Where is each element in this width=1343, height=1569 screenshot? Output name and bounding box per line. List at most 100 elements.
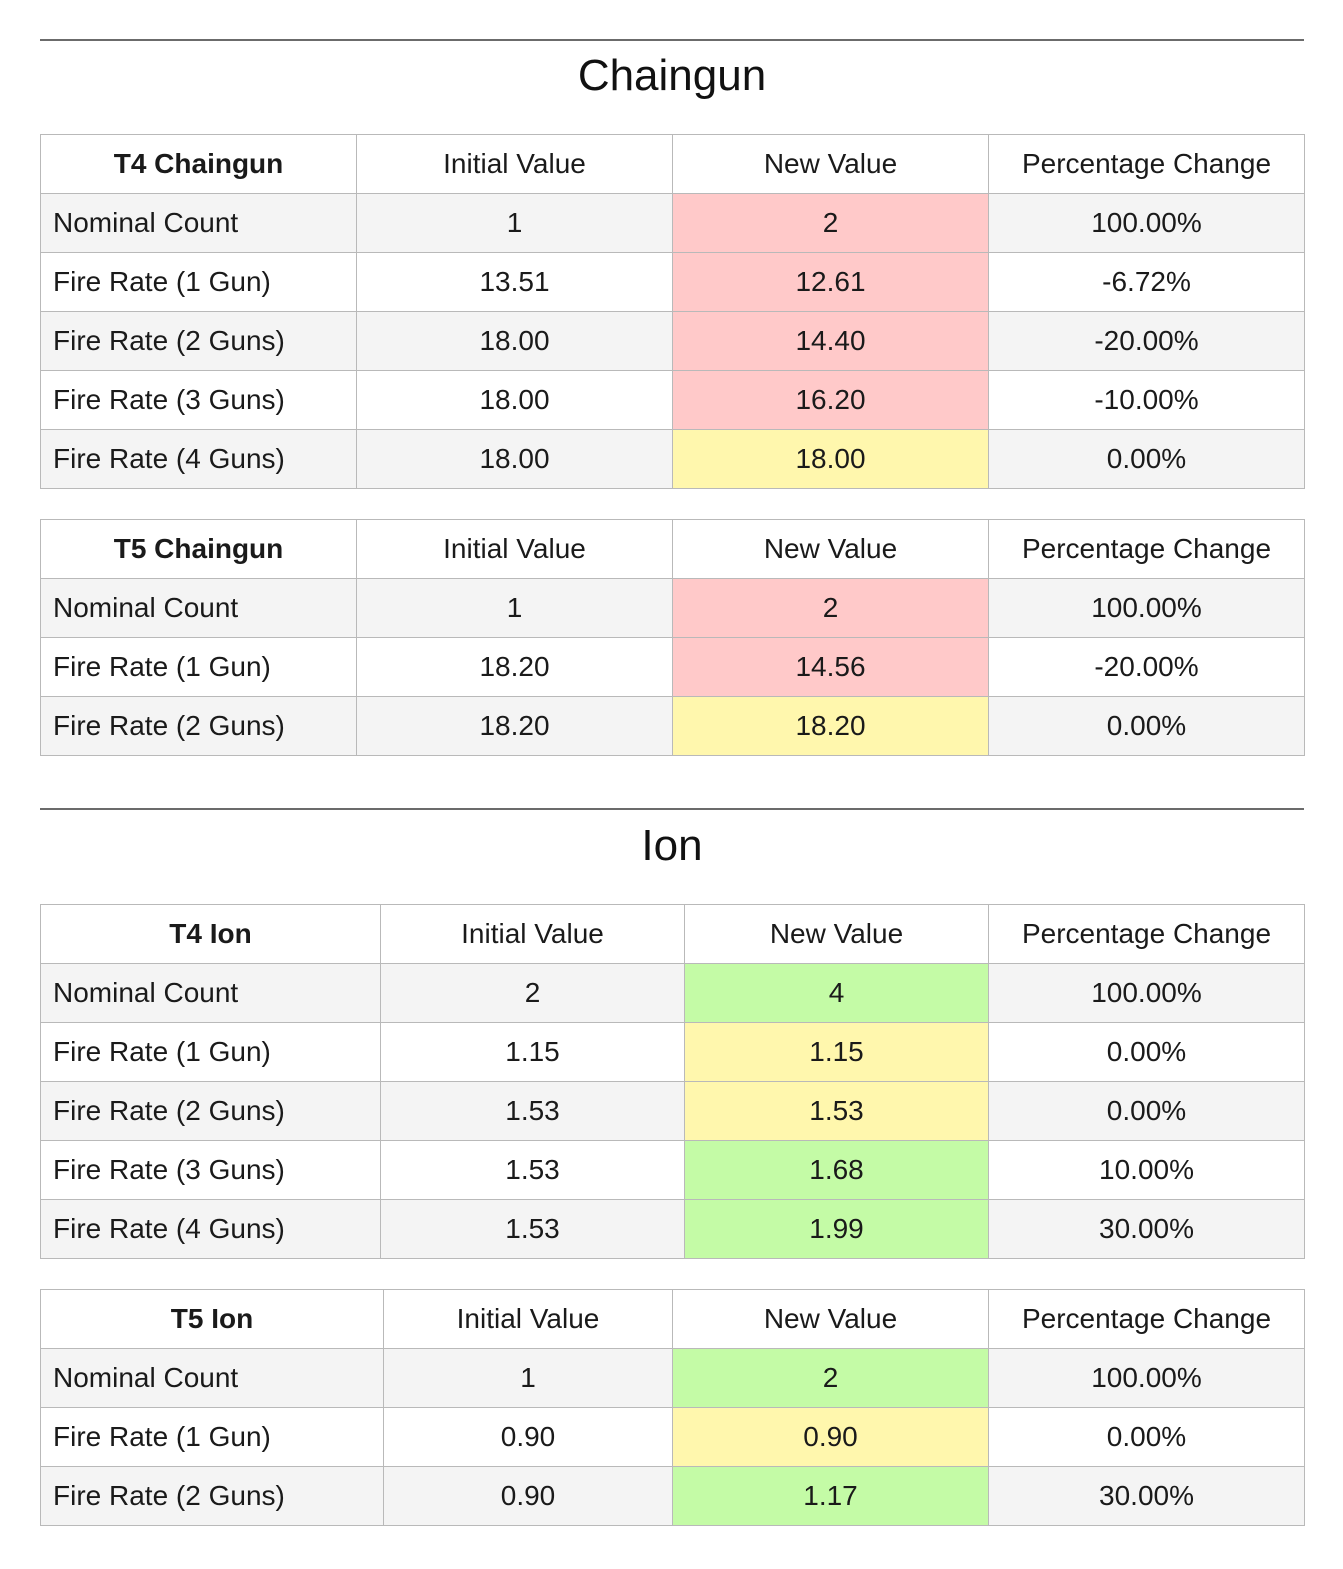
table-row: Nominal Count 1 2 100.00% <box>40 193 1305 253</box>
new-value-cell: 0.90 <box>672 1407 989 1467</box>
section-title-chaingun: Chaingun <box>577 51 767 100</box>
percentage-change-cell: 100.00% <box>988 963 1305 1023</box>
row-label: Fire Rate (4 Guns) <box>40 429 357 489</box>
initial-value-cell: 1 <box>356 193 673 253</box>
percentage-change-cell: -10.00% <box>988 370 1305 430</box>
table-t5-ion: T5 Ion Initial Value New Value Percentag… <box>40 1289 1305 1526</box>
table-row: Fire Rate (2 Guns) 18.00 14.40 -20.00% <box>40 311 1305 371</box>
header-cell-change: Percentage Change <box>988 519 1305 579</box>
percentage-change-cell: -20.00% <box>988 311 1305 371</box>
row-label: Fire Rate (1 Gun) <box>40 1407 384 1467</box>
table-row: Fire Rate (1 Gun) 13.51 12.61 -6.72% <box>40 252 1305 312</box>
section-divider-ion <box>40 808 1304 810</box>
table-row: Fire Rate (2 Guns) 18.20 18.20 0.00% <box>40 696 1305 756</box>
initial-value-cell: 18.00 <box>356 311 673 371</box>
section-divider-chaingun <box>40 39 1304 41</box>
initial-value-cell: 18.00 <box>356 429 673 489</box>
initial-value-cell: 13.51 <box>356 252 673 312</box>
header-cell-name: T5 Chaingun <box>40 519 357 579</box>
table-header-row: T5 Ion Initial Value New Value Percentag… <box>40 1289 1305 1349</box>
header-cell-name: T5 Ion <box>40 1289 384 1349</box>
row-label: Fire Rate (1 Gun) <box>40 252 357 312</box>
header-cell-name: T4 Ion <box>40 904 381 964</box>
new-value-cell: 14.40 <box>672 311 989 371</box>
percentage-change-cell: -20.00% <box>988 637 1305 697</box>
row-label: Fire Rate (2 Guns) <box>40 1466 384 1526</box>
percentage-change-cell: -6.72% <box>988 252 1305 312</box>
table-row: Fire Rate (2 Guns) 0.90 1.17 30.00% <box>40 1466 1305 1526</box>
new-value-cell: 2 <box>672 1348 989 1408</box>
header-cell-initial: Initial Value <box>356 134 673 194</box>
table-row: Fire Rate (2 Guns) 1.53 1.53 0.00% <box>40 1081 1305 1141</box>
table-header-row: T5 Chaingun Initial Value New Value Perc… <box>40 519 1305 579</box>
table-row: Nominal Count 2 4 100.00% <box>40 963 1305 1023</box>
percentage-change-cell: 30.00% <box>988 1466 1305 1526</box>
initial-value-cell: 1.53 <box>380 1199 685 1259</box>
header-cell-initial: Initial Value <box>383 1289 673 1349</box>
initial-value-cell: 18.20 <box>356 637 673 697</box>
header-cell-initial: Initial Value <box>356 519 673 579</box>
percentage-change-cell: 100.00% <box>988 578 1305 638</box>
header-cell-change: Percentage Change <box>988 904 1305 964</box>
header-cell-initial: Initial Value <box>380 904 685 964</box>
header-cell-new: New Value <box>672 1289 989 1349</box>
table-row: Nominal Count 1 2 100.00% <box>40 1348 1305 1408</box>
initial-value-cell: 18.20 <box>356 696 673 756</box>
initial-value-cell: 1.53 <box>380 1081 685 1141</box>
new-value-cell: 2 <box>672 193 989 253</box>
initial-value-cell: 1.53 <box>380 1140 685 1200</box>
initial-value-cell: 0.90 <box>383 1407 673 1467</box>
row-label: Nominal Count <box>40 1348 384 1408</box>
percentage-change-cell: 10.00% <box>988 1140 1305 1200</box>
header-cell-change: Percentage Change <box>988 134 1305 194</box>
initial-value-cell: 1 <box>383 1348 673 1408</box>
new-value-cell: 12.61 <box>672 252 989 312</box>
new-value-cell: 18.00 <box>672 429 989 489</box>
initial-value-cell: 1.15 <box>380 1022 685 1082</box>
new-value-cell: 14.56 <box>672 637 989 697</box>
new-value-cell: 1.53 <box>684 1081 989 1141</box>
section-title-ion: Ion <box>641 821 703 870</box>
new-value-cell: 1.68 <box>684 1140 989 1200</box>
percentage-change-cell: 30.00% <box>988 1199 1305 1259</box>
initial-value-cell: 0.90 <box>383 1466 673 1526</box>
new-value-cell: 1.15 <box>684 1022 989 1082</box>
table-t4-chaingun: T4 Chaingun Initial Value New Value Perc… <box>40 134 1305 489</box>
percentage-change-cell: 100.00% <box>988 193 1305 253</box>
table-row: Fire Rate (4 Guns) 18.00 18.00 0.00% <box>40 429 1305 489</box>
table-row: Fire Rate (3 Guns) 18.00 16.20 -10.00% <box>40 370 1305 430</box>
header-cell-new: New Value <box>672 134 989 194</box>
row-label: Fire Rate (3 Guns) <box>40 1140 381 1200</box>
table-row: Fire Rate (1 Gun) 1.15 1.15 0.00% <box>40 1022 1305 1082</box>
table-header-row: T4 Ion Initial Value New Value Percentag… <box>40 904 1305 964</box>
table-header-row: T4 Chaingun Initial Value New Value Perc… <box>40 134 1305 194</box>
percentage-change-cell: 0.00% <box>988 1407 1305 1467</box>
row-label: Fire Rate (2 Guns) <box>40 311 357 371</box>
row-label: Fire Rate (1 Gun) <box>40 637 357 697</box>
initial-value-cell: 2 <box>380 963 685 1023</box>
new-value-cell: 18.20 <box>672 696 989 756</box>
row-label: Fire Rate (4 Guns) <box>40 1199 381 1259</box>
header-cell-name: T4 Chaingun <box>40 134 357 194</box>
initial-value-cell: 18.00 <box>356 370 673 430</box>
row-label: Nominal Count <box>40 963 381 1023</box>
row-label: Fire Rate (3 Guns) <box>40 370 357 430</box>
new-value-cell: 1.99 <box>684 1199 989 1259</box>
percentage-change-cell: 0.00% <box>988 696 1305 756</box>
header-cell-change: Percentage Change <box>988 1289 1305 1349</box>
table-row: Fire Rate (1 Gun) 0.90 0.90 0.00% <box>40 1407 1305 1467</box>
header-cell-new: New Value <box>684 904 989 964</box>
new-value-cell: 16.20 <box>672 370 989 430</box>
initial-value-cell: 1 <box>356 578 673 638</box>
new-value-cell: 2 <box>672 578 989 638</box>
percentage-change-cell: 0.00% <box>988 429 1305 489</box>
row-label: Nominal Count <box>40 193 357 253</box>
new-value-cell: 4 <box>684 963 989 1023</box>
percentage-change-cell: 100.00% <box>988 1348 1305 1408</box>
new-value-cell: 1.17 <box>672 1466 989 1526</box>
percentage-change-cell: 0.00% <box>988 1022 1305 1082</box>
table-row: Nominal Count 1 2 100.00% <box>40 578 1305 638</box>
table-row: Fire Rate (4 Guns) 1.53 1.99 30.00% <box>40 1199 1305 1259</box>
table-t5-chaingun: T5 Chaingun Initial Value New Value Perc… <box>40 519 1305 756</box>
table-row: Fire Rate (3 Guns) 1.53 1.68 10.00% <box>40 1140 1305 1200</box>
